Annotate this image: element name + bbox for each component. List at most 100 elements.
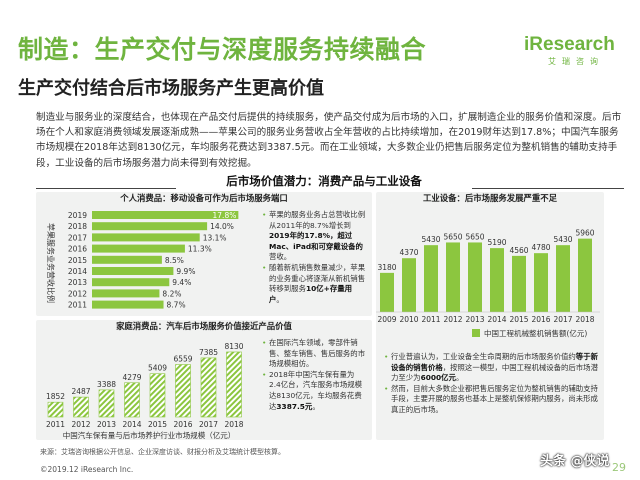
apple-value-label: 14.0%	[210, 222, 234, 231]
industrial-bar	[468, 242, 482, 312]
car-year-label: 2012	[71, 420, 90, 429]
apple-year-label: 2011	[68, 301, 87, 310]
apple-value-label: 8.7%	[167, 301, 186, 310]
page-title: 制造：生产交付与深度服务持续融合	[18, 35, 427, 64]
apple-year-label: 2013	[68, 278, 87, 287]
industrial-value-label: 4780	[531, 243, 550, 252]
apple-bar	[92, 244, 185, 253]
industrial-year-label: 2014	[487, 315, 506, 324]
industrial-value-label: 5650	[465, 232, 484, 241]
apple-value-label: 8.5%	[165, 256, 184, 265]
page-subtitle: 生产交付结合后市场服务产生更高价值	[18, 78, 324, 99]
apple-panel-head: 个人消费品：移动设备可作为后市场服务端口	[120, 193, 288, 203]
apple-note-2: 随着新机销售数量减少，苹果的业务重心将逐渐从新机销售转移到服务10亿+存量用户。	[262, 263, 366, 305]
car-year-label: 2014	[122, 420, 141, 429]
car-bar	[226, 351, 242, 418]
apple-value-label: 9.9%	[176, 267, 195, 276]
logo-main-text: iResearch	[524, 34, 615, 55]
apple-year-label: 2019	[68, 211, 87, 220]
industrial-bar	[556, 245, 570, 312]
industrial-year-label: 2015	[509, 315, 528, 324]
car-value-label: 1852	[46, 392, 65, 401]
apple-bar	[92, 255, 162, 264]
industrial-bar	[446, 242, 460, 312]
industrial-value-label: 5190	[487, 238, 506, 247]
car-bar	[124, 382, 140, 418]
car-value-label: 6559	[173, 355, 192, 364]
industrial-value-label: 4370	[399, 248, 418, 257]
intro-paragraph: 制造业与服务业的深度结合，也体现在产品交付后提供的持续服务，使产品交付成为后市场…	[36, 112, 622, 169]
car-value-label: 2487	[71, 387, 90, 396]
car-chart: 1852 2011 2487 2012 3388 2013 4279 2014 5409 2015…	[46, 342, 244, 440]
section-divider-right	[472, 188, 624, 189]
car-year-label: 2015	[148, 420, 167, 429]
apple-notes: 苹果的服务业务占总营收比例从2011年的8.7%增长到2019年的17.8%，超…	[262, 210, 366, 305]
car-chart-caption: 中国汽车保有量与后市场养护行业市场规模（亿元）	[63, 430, 236, 440]
apple-year-label: 2016	[68, 245, 87, 254]
car-value-label: 7385	[199, 348, 218, 357]
car-bar	[149, 373, 166, 418]
industrial-bar	[490, 248, 504, 312]
watermark: 头条 @侠说	[540, 454, 610, 469]
industrial-note-2: 然而，目前大多数企业都把售后服务定位为整机销售的辅助支持手段，主要开展的服务也基…	[384, 384, 598, 416]
car-value-label: 5409	[148, 364, 167, 373]
source-note: 来源：艾瑞咨询根据公开信息、企业深度访谈、财报分析及艾瑞统计模型核算。	[40, 448, 285, 456]
car-notes: 在国际汽车领域，零部件销售、整车销售、售后服务的市场规模相仿。 2018年中国汽…	[262, 338, 366, 412]
car-value-label: 4279	[122, 373, 141, 382]
industrial-year-label: 2010	[399, 315, 418, 324]
car-bar	[175, 364, 191, 418]
section-title: 后市场价值潜力：消费产品与工业设备	[226, 174, 422, 188]
industrial-notes: 行业普遍认为，工业设备全生命周期的后市场服务价值约等于新设备的销售价格，按照这一…	[384, 352, 598, 416]
apple-value-label: 17.8%	[213, 211, 237, 220]
iresearch-logo: iResearch 艾瑞咨询	[524, 34, 615, 74]
page-number: 29	[612, 461, 626, 474]
copyright: ©2019.12 iResearch Inc.	[40, 465, 134, 474]
car-bar	[73, 396, 89, 418]
apple-value-label: 9.4%	[172, 278, 191, 287]
industrial-value-label: 5960	[575, 229, 594, 238]
apple-bar	[92, 211, 239, 219]
apple-year-label: 2014	[68, 267, 87, 276]
industrial-bar	[578, 238, 592, 312]
industrial-year-label: 2011	[421, 315, 440, 324]
industrial-panel-head: 工业设备：后市场服务发展严重不足	[423, 193, 557, 203]
section-divider-left	[36, 188, 176, 189]
industrial-value-label: 5430	[421, 235, 440, 244]
apple-bar	[92, 267, 174, 275]
industrial-bar	[380, 272, 394, 312]
car-panel-head: 家庭消费品：汽车后市场服务价值接近产品价值	[116, 321, 292, 331]
apple-bar	[92, 300, 164, 309]
apple-bar	[92, 222, 208, 231]
apple-value-label: 13.1%	[203, 233, 227, 242]
industrial-year-label: 2017	[553, 315, 572, 324]
industrial-value-label: 5650	[443, 232, 462, 241]
apple-value-label: 11.3%	[188, 245, 212, 254]
industrial-chart: 3180 2009 4370 2010 5430 2011 5650 2012 5650 2013…	[376, 229, 600, 338]
car-bar	[200, 357, 217, 418]
apple-chart-ylabel: 苹果服务业务营收比例	[46, 223, 56, 303]
apple-note-1: 苹果的服务业务占总营收比例从2011年的8.7%增长到2019年的17.8%，超…	[262, 210, 366, 263]
apple-year-label: 2012	[68, 289, 87, 298]
industrial-year-label: 2012	[443, 315, 462, 324]
car-year-label: 2017	[199, 420, 218, 429]
apple-bar	[92, 278, 170, 287]
industrial-year-label: 2013	[465, 315, 484, 324]
industrial-year-label: 2009	[377, 315, 396, 324]
industrial-note-1: 行业普遍认为，工业设备全生命周期的后市场服务价值约等于新设备的销售价格，按照这一…	[384, 352, 598, 384]
apple-bar	[92, 233, 200, 242]
industrial-legend-label: 中国工程机械整机销售额(亿元)	[484, 328, 587, 338]
apple-value-label: 8.2%	[162, 289, 181, 298]
industrial-legend-swatch	[472, 329, 480, 337]
apple-year-label: 2018	[68, 222, 87, 231]
industrial-year-label: 2016	[531, 315, 550, 324]
car-bar	[47, 401, 64, 418]
car-note-1: 在国际汽车领域，零部件销售、整车销售、售后服务的市场规模相仿。	[262, 338, 366, 370]
car-year-label: 2011	[46, 420, 65, 429]
industrial-bar	[424, 245, 438, 312]
car-year-label: 2013	[97, 420, 116, 429]
car-year-label: 2018	[224, 420, 243, 429]
logo-sub-text: 艾瑞咨询	[548, 57, 604, 66]
apple-year-label: 2015	[68, 256, 87, 265]
car-year-label: 2016	[173, 420, 192, 429]
industrial-bar	[512, 255, 526, 312]
